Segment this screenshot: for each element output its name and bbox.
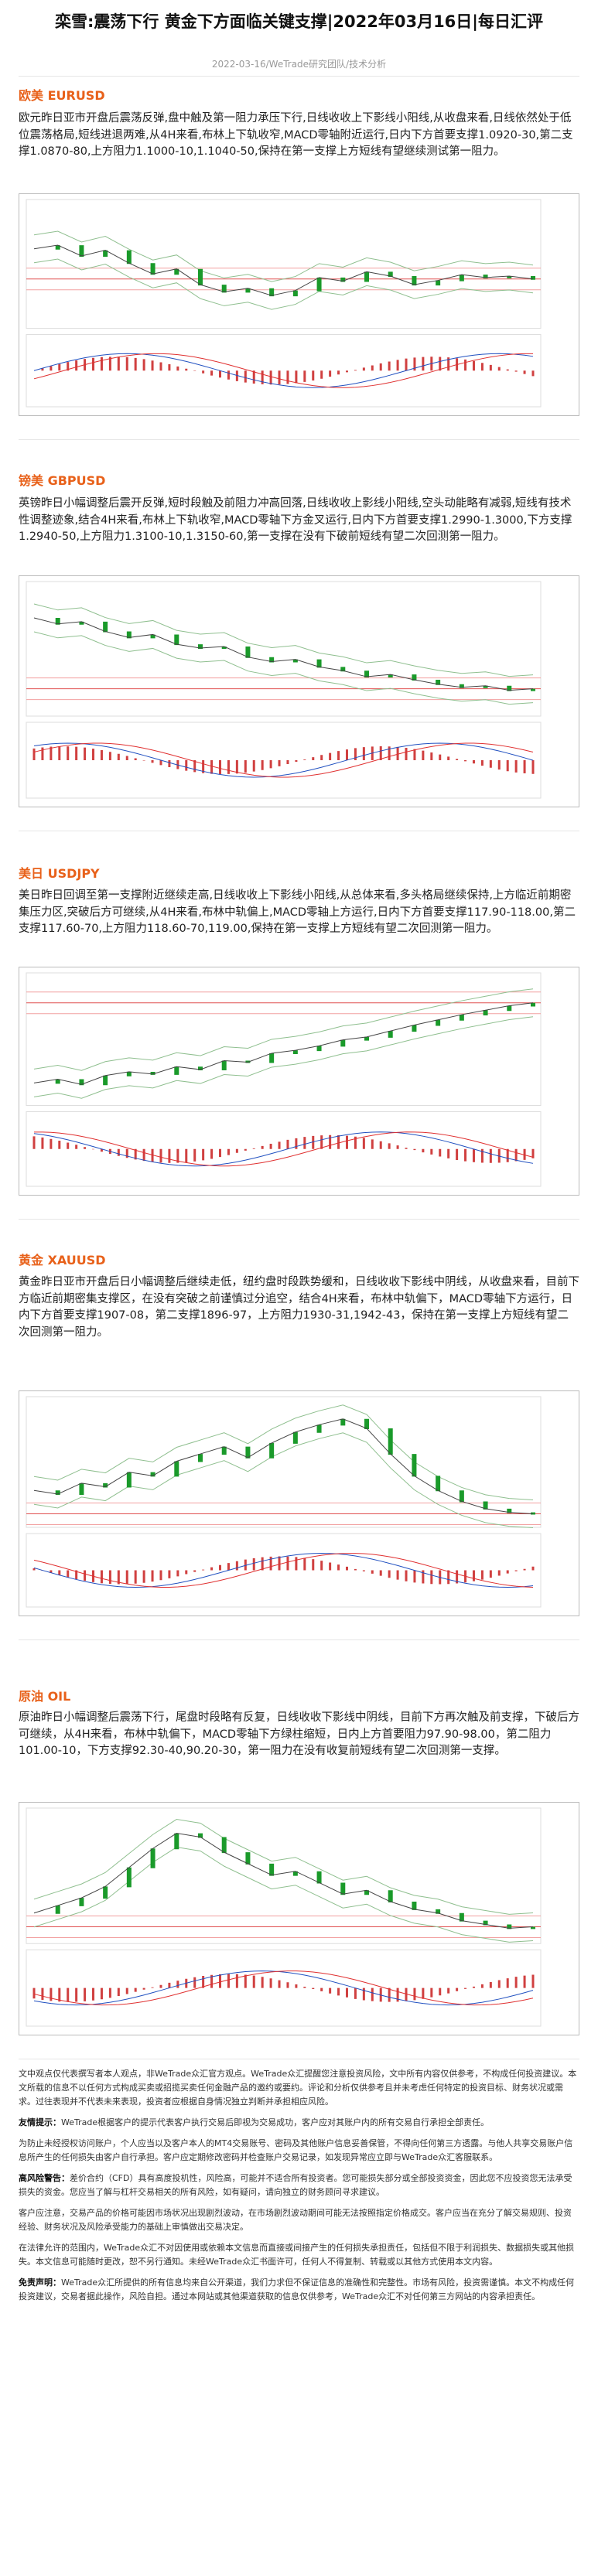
disclaimer-paragraph: 在法律允许的范围内，WeTrade众汇不对因使用或依赖本文信息而直接或间接产生的… <box>19 2241 579 2269</box>
disclaimer-paragraph: 文中观点仅代表撰写者本人观点，非WeTrade众汇官方观点。WeTrade众汇提… <box>19 2067 579 2109</box>
disclaimer-paragraph: 客户应注意，交易产品的价格可能因市场状况出现剧烈波动，在市场剧烈波动期间可能无法… <box>19 2206 579 2234</box>
separator <box>19 1639 579 1640</box>
price-line <box>33 1418 534 1514</box>
chart-frame <box>19 575 579 807</box>
disclaimer-paragraph: 为防止未经授权访问账户，个人应当以及客户本人的MT4交易账号、密码及其他账户信息… <box>19 2137 579 2165</box>
macd-line <box>33 353 534 388</box>
price-panel <box>26 972 542 1107</box>
chart-image <box>19 1390 579 1616</box>
indicator-panel <box>26 1111 542 1187</box>
section-body: 原油昨日小幅调整后震荡下行，尾盘时段略有反复，日线收收下影线中阴线，目前下方再次… <box>19 1711 579 1757</box>
price-line <box>33 1833 534 1929</box>
indicator-panel <box>26 334 542 408</box>
section-heading: 原油 OIL <box>19 1689 71 1704</box>
chart-frame <box>19 193 579 416</box>
section-body: 美日昨日回调至第一支撑附近继续走高,日线收收上下影线小阳线,从总体来看,多头格局… <box>19 889 576 935</box>
band-lower <box>33 1016 534 1099</box>
header: 栾雪:震荡下行 黄金下方面临关键支撑|2022年03月16日|每日汇评 2022… <box>19 9 579 70</box>
indicator-panel <box>26 1533 542 1608</box>
disclaimer-paragraph: 高风险警告：差价合约（CFD）具有高度投机性，风险高，可能并不适合所有投资者。您… <box>19 2172 579 2199</box>
macd-line <box>33 1970 534 2006</box>
band-upper <box>33 1819 534 1915</box>
price-line <box>33 617 534 691</box>
section-heading: 欧美 EURUSD <box>19 88 105 103</box>
band-lower <box>33 1432 534 1528</box>
separator <box>19 439 579 440</box>
signal-line <box>33 1553 534 1588</box>
signal-line <box>33 353 534 388</box>
disclaimer-text: 客户应注意，交易产品的价格可能因市场状况出现剧烈波动，在市场剧烈波动期间可能无法… <box>19 2208 572 2232</box>
signal-line <box>33 1970 534 2006</box>
macd-line <box>33 742 534 778</box>
disclaimer-text: WeTrade根据客户的提示代表客户执行交易后即视为交易成功，客户应对其账户内的… <box>61 2117 490 2127</box>
candles <box>55 1833 535 1929</box>
separator <box>19 76 579 77</box>
candles <box>55 245 535 297</box>
band-lower <box>33 258 534 310</box>
band-upper <box>33 988 534 1071</box>
price-panel <box>26 1807 542 1944</box>
macd-line <box>33 1131 534 1167</box>
disclaimer-label: 友情提示： <box>19 2117 61 2127</box>
disclaimer-text: WeTrade众汇所提供的所有信息均来自公开渠道，我们力求但不保证信息的准确性和… <box>19 2277 575 2301</box>
chart-image <box>19 967 579 1196</box>
candles <box>55 618 535 691</box>
disclaimer-paragraph: 免责声明：WeTrade众汇所提供的所有信息均来自公开渠道，我们力求但不保证信息… <box>19 2276 579 2304</box>
band-upper <box>33 230 534 282</box>
chart-image <box>19 575 579 807</box>
section-heading: 黄金 XAUUSD <box>19 1253 106 1268</box>
macd-histogram <box>32 1556 535 1585</box>
chart-frame <box>19 1802 579 2035</box>
meta: 2022-03-16/WeTrade研究团队/技术分析 <box>211 59 387 70</box>
disclaimer-text: 文中观点仅代表撰写者本人观点，非WeTrade众汇官方观点。WeTrade众汇提… <box>19 2069 577 2107</box>
candles <box>55 1002 535 1086</box>
chart-frame <box>19 1390 579 1616</box>
disclaimer-label: 免责声明： <box>19 2277 61 2288</box>
band-upper <box>33 1404 534 1500</box>
indicator-panel <box>26 1949 542 2027</box>
section-heading: 美日 USDJPY <box>19 866 100 881</box>
chart-image <box>19 1802 579 2035</box>
chart-frame <box>19 967 579 1196</box>
price-panel <box>26 581 542 717</box>
disclaimer-label: 高风险警告： <box>19 2173 70 2183</box>
disclaimer-text: 为防止未经授权访问账户，个人应当以及客户本人的MT4交易账号、密码及其他账户信息… <box>19 2138 573 2162</box>
section-heading: 镑美 GBPUSD <box>19 473 106 488</box>
price-panel <box>26 199 542 329</box>
disclaimer-text: 差价合约（CFD）具有高度投机性，风险高，可能并不适合所有投资者。您可能损失部分… <box>19 2173 572 2197</box>
band-lower <box>33 631 534 705</box>
chart-image <box>19 193 579 416</box>
title: 栾雪:震荡下行 黄金下方面临关键支撑|2022年03月16日|每日汇评 <box>55 12 543 31</box>
signal-line <box>33 742 534 778</box>
disclaimer-paragraph: 友情提示：WeTrade根据客户的提示代表客户执行交易后即视为交易成功，客户应对… <box>19 2116 579 2130</box>
disclaimer: 文中观点仅代表撰写者本人观点，非WeTrade众汇官方观点。WeTrade众汇提… <box>19 2067 579 2570</box>
band-lower <box>33 1847 534 1943</box>
signal-line <box>33 1131 534 1167</box>
price-panel <box>26 1396 542 1528</box>
section-body: 英镑昨日小幅调整后震开反弹,短时段触及前阻力冲高回落,日线收收上影线小阳线,空头… <box>19 497 572 543</box>
price-line <box>33 1002 534 1085</box>
separator <box>19 1219 579 1220</box>
macd-histogram <box>32 1974 535 2002</box>
indicator-panel <box>26 722 542 799</box>
macd-line <box>33 1553 534 1588</box>
band-upper <box>33 603 534 677</box>
section-body: 黄金昨日亚市开盘后日小幅调整后继续走低，纽约盘时段跌势缓和，日线收收下影线中阴线… <box>19 1276 579 1339</box>
section-body: 欧元昨日亚市开盘后震荡反弹,盘中触及第一阻力承压下行,日线收收上下影线小阳线,从… <box>19 112 573 158</box>
disclaimer-text: 在法律允许的范围内，WeTrade众汇不对因使用或依赖本文信息而直接或间接产生的… <box>19 2243 575 2267</box>
candles <box>55 1418 535 1515</box>
macd-histogram <box>32 1134 535 1163</box>
price-line <box>33 244 534 296</box>
